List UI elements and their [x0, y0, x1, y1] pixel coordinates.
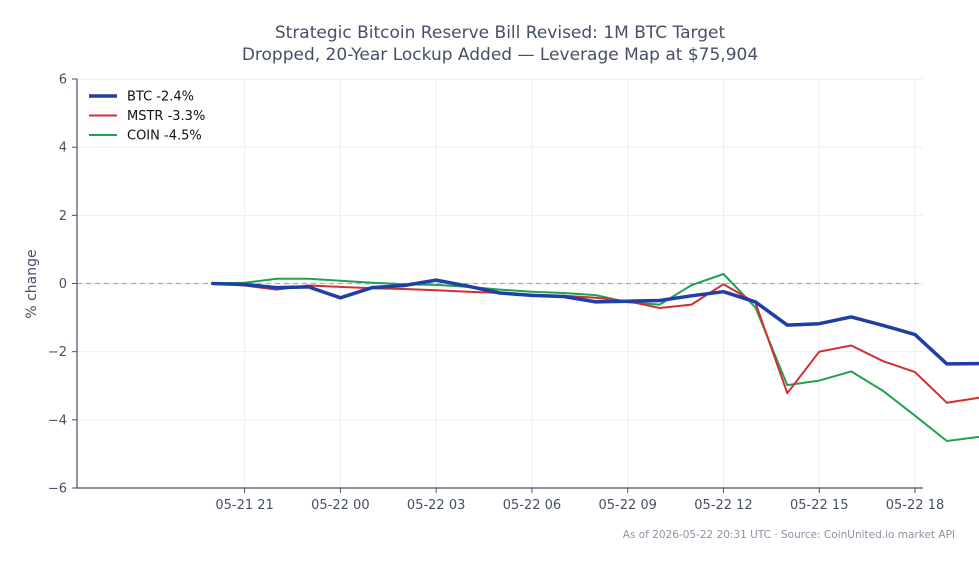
x-tick-label: 05-21 21	[215, 498, 273, 513]
legend-label-1: MSTR -3.3%	[127, 109, 205, 124]
x-tick-label: 05-22 09	[598, 498, 656, 513]
x-tick-label: 05-22 15	[790, 498, 848, 513]
y-tick-label: 2	[59, 209, 67, 224]
x-ticks: 05-21 21 05-22 00 05-22 03 05-22 06 05-22 09…	[215, 488, 944, 513]
y-axis-label: % change	[24, 249, 40, 318]
x-tick-label: 05-22 00	[311, 498, 369, 513]
y-tick-label: 6	[59, 73, 67, 88]
series-line-2	[211, 273, 979, 442]
x-tick-label: 05-22 12	[694, 498, 752, 513]
footer-source: As of 2026-05-22 20:31 UTC · Source: Coi…	[623, 529, 955, 541]
y-tick-label: −4	[48, 413, 67, 428]
chart-title-line-1: Strategic Bitcoin Reserve Bill Revised: …	[275, 23, 726, 43]
legend-label-0: BTC -2.4%	[127, 90, 194, 105]
y-tick-label: −6	[48, 482, 67, 497]
series-line-1	[211, 282, 979, 404]
chart-title-line-2: Dropped, 20-Year Lockup Added — Leverage…	[242, 45, 758, 65]
x-tick-label: 05-22 03	[407, 498, 465, 513]
x-tick-label: 05-22 18	[886, 498, 944, 513]
y-ticks: −6 −4 −2 0 2 4 6	[48, 73, 77, 497]
y-tick-label: 0	[59, 277, 67, 292]
y-tick-label: 4	[59, 141, 67, 156]
legend-label-2: COIN -4.5%	[127, 129, 202, 144]
plot-area: −6 −4 −2 0 2 4 6 05-21 21 05-22 00 05-22 03 05-22…	[48, 73, 979, 513]
series-group	[210, 273, 979, 442]
series-line-0	[210, 278, 979, 366]
x-tick-label: 05-22 06	[503, 498, 561, 513]
y-tick-label: −2	[48, 345, 67, 360]
legend: BTC -2.4% MSTR -3.3% COIN -4.5%	[89, 90, 205, 144]
